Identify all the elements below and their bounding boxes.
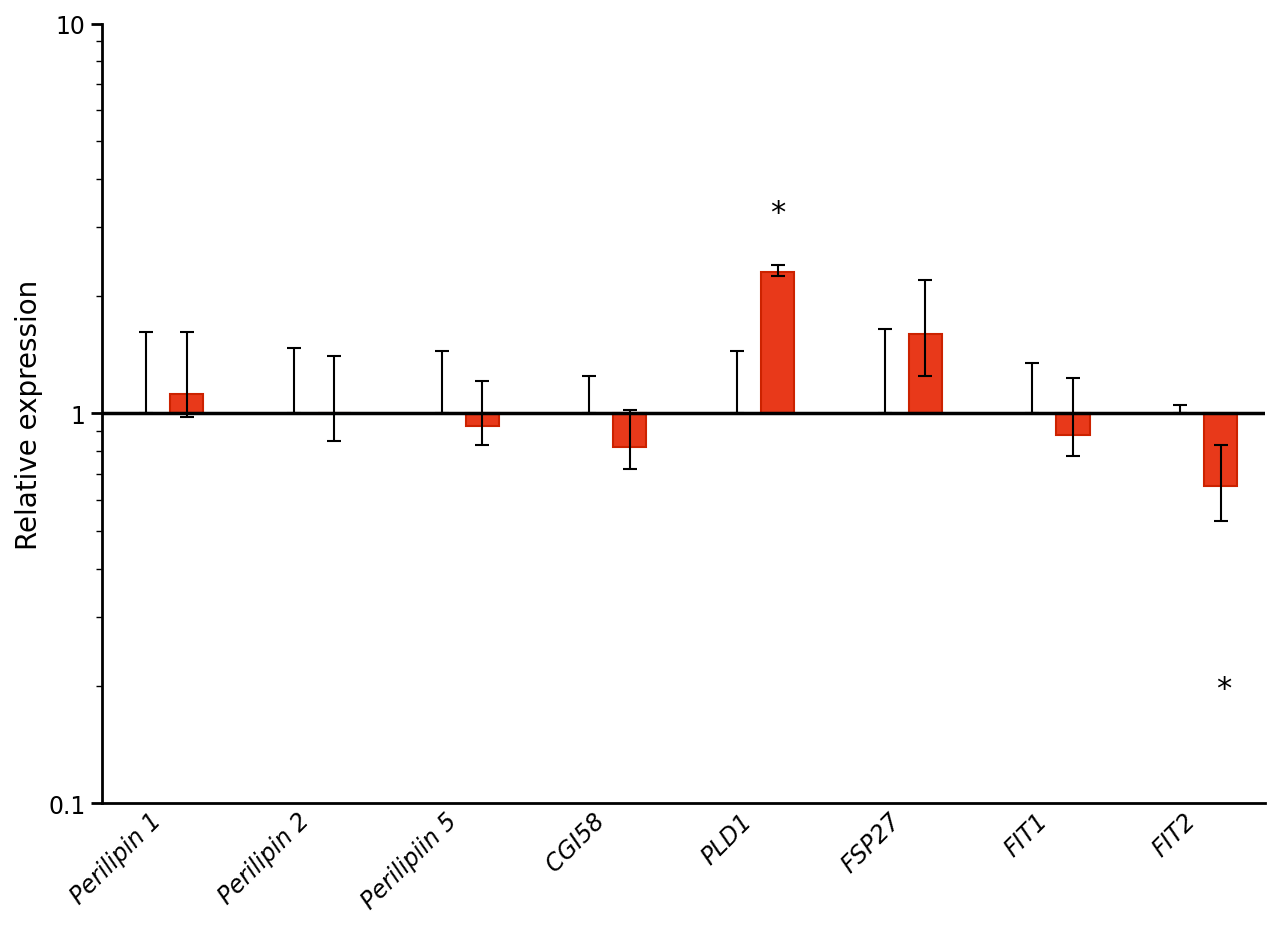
Y-axis label: Relative expression: Relative expression: [15, 279, 44, 549]
Bar: [466, 414, 499, 426]
Bar: [613, 414, 646, 447]
Text: *: *: [771, 200, 785, 228]
Text: *: *: [1216, 674, 1231, 703]
Bar: [1056, 414, 1089, 435]
Bar: [909, 334, 942, 414]
Bar: [1204, 414, 1238, 487]
Bar: [760, 273, 794, 414]
Bar: [170, 394, 204, 414]
